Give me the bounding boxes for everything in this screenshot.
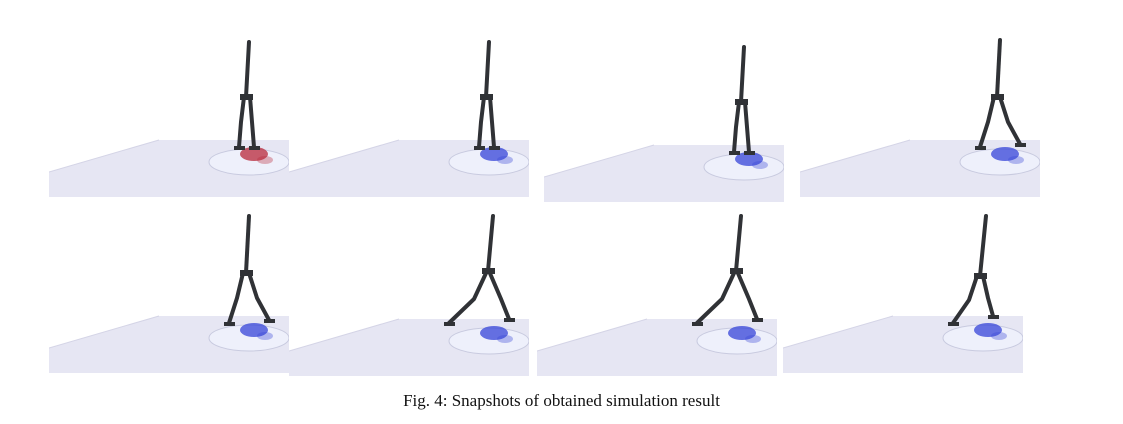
snapshot-scene: [49, 214, 289, 373]
fluid-splash: [497, 335, 513, 343]
snapshot-panel: [289, 201, 529, 381]
robot-arm: [739, 45, 746, 104]
figure-caption-text: Snapshots of obtained simulation result: [451, 391, 720, 410]
robot-hip: [991, 94, 1004, 100]
robot-foot: [489, 146, 500, 150]
robot-foot: [474, 146, 485, 150]
fluid-blob: [480, 326, 508, 340]
floor-edge: [800, 139, 911, 173]
robot-arm: [734, 214, 743, 273]
robot-leg: [237, 95, 246, 149]
robot-arm: [244, 40, 251, 99]
snapshot-scene: [544, 45, 784, 202]
robot-foot: [744, 151, 755, 155]
fluid-blob: [480, 147, 508, 161]
fluid-splash: [1008, 156, 1024, 164]
robot-foot: [752, 318, 763, 322]
robot-hip: [480, 94, 493, 100]
fluid-splash: [257, 332, 273, 340]
robot-foot: [249, 146, 260, 150]
robot-foot: [692, 322, 703, 326]
robot-hip: [735, 99, 748, 105]
robot-arm: [486, 214, 495, 273]
figure-number: Fig. 4:: [403, 391, 448, 410]
fluid-blob: [240, 147, 268, 161]
robot-leg: [447, 269, 489, 325]
robot-foot: [1015, 143, 1026, 147]
floor-edge: [289, 139, 400, 173]
robot-foot: [729, 151, 740, 155]
robot-arm: [978, 214, 988, 278]
fluid-splash: [257, 156, 273, 164]
robot-arm: [484, 40, 491, 99]
robot-foot: [444, 322, 455, 326]
robot-leg: [735, 269, 759, 321]
snapshot-scene: [49, 40, 289, 197]
snapshot-panel: [289, 22, 529, 202]
robot-hip: [482, 268, 495, 274]
robot-leg: [247, 271, 271, 322]
snapshot-panel: [49, 22, 289, 202]
robot-leg: [743, 100, 751, 154]
fluid-blob: [974, 323, 1002, 337]
floor-edge: [783, 315, 894, 349]
fluid-splash: [991, 332, 1007, 340]
robot-foot: [504, 318, 515, 322]
robot-foot: [948, 322, 959, 326]
snapshot-panel: [783, 198, 1023, 378]
snapshot-scene: [783, 214, 1023, 373]
robot-foot: [264, 319, 275, 323]
robot-foot: [234, 146, 245, 150]
robot-leg: [695, 269, 737, 325]
robot-hip: [240, 270, 253, 276]
robot-foot: [975, 146, 986, 150]
robot-hip: [240, 94, 253, 100]
robot-arm: [244, 214, 251, 275]
robot-leg: [981, 274, 995, 318]
fluid-splash: [745, 335, 761, 343]
robot-foot: [988, 315, 999, 319]
robot-foot: [224, 322, 235, 326]
floor-edge: [49, 315, 160, 349]
fluid-blob: [991, 147, 1019, 161]
robot-leg: [477, 95, 486, 149]
robot-leg: [248, 95, 256, 149]
snapshot-scene: [537, 214, 777, 376]
fluid-splash: [497, 156, 513, 164]
fluid-blob: [735, 152, 763, 166]
figure-caption: Fig. 4: Snapshots of obtained simulation…: [0, 391, 1123, 411]
robot-hip: [730, 268, 743, 274]
snapshot-scene: [800, 38, 1040, 197]
fluid-blob: [240, 323, 268, 337]
floor-edge: [537, 318, 648, 352]
robot-leg: [488, 95, 496, 149]
robot-leg: [998, 95, 1022, 146]
snapshot-panel: [800, 22, 1040, 202]
fluid-splash: [752, 161, 768, 169]
robot-leg: [487, 269, 511, 321]
fluid-blob: [728, 326, 756, 340]
robot-leg: [951, 274, 979, 325]
snapshot-scene: [289, 40, 529, 197]
robot-leg: [227, 271, 245, 325]
robot-leg: [732, 100, 741, 154]
floor-edge: [289, 318, 400, 352]
robot-hip: [974, 273, 987, 279]
robot-leg: [978, 95, 996, 149]
snapshot-panel: [537, 201, 777, 381]
robot-arm: [995, 38, 1002, 99]
snapshot-panel: [49, 198, 289, 378]
snapshot-scene: [289, 214, 529, 376]
floor-edge: [544, 144, 655, 178]
floor-edge: [49, 139, 160, 173]
snapshot-panel: [544, 27, 784, 207]
